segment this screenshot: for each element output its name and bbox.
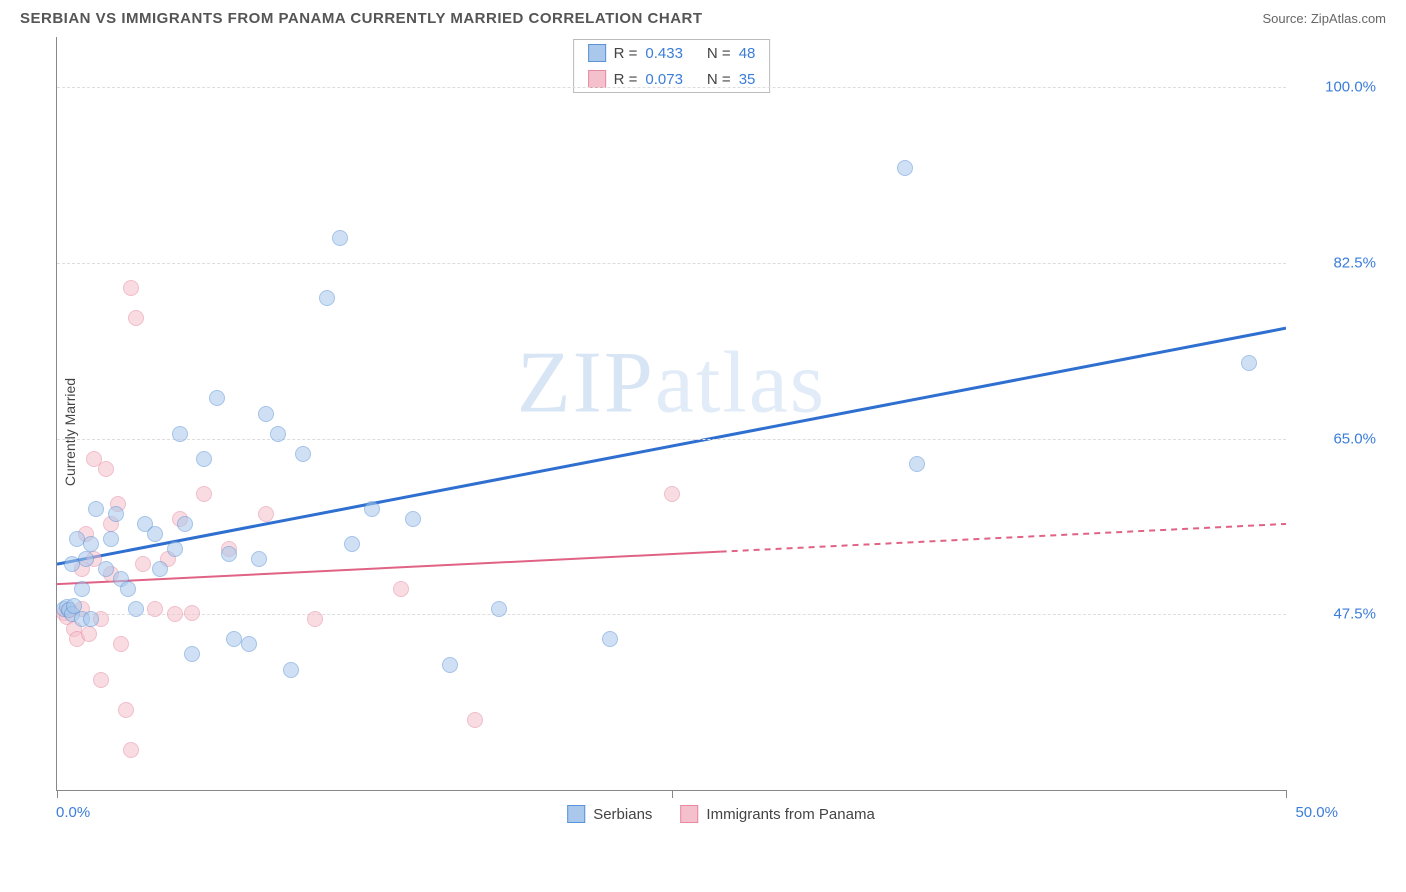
- point-panama: [118, 702, 134, 718]
- gridline-h: [57, 87, 1286, 88]
- x-tick: [672, 790, 673, 798]
- point-serbians: [69, 531, 85, 547]
- legend-n-value-2: 35: [739, 71, 756, 88]
- y-tick-label: 100.0%: [1296, 79, 1376, 96]
- point-serbians: [64, 556, 80, 572]
- point-panama: [81, 626, 97, 642]
- point-panama: [113, 636, 129, 652]
- point-panama: [307, 611, 323, 627]
- point-panama: [128, 310, 144, 326]
- legend-n-label: N =: [707, 71, 731, 88]
- y-tick-label: 47.5%: [1296, 606, 1376, 623]
- gridline-h: [57, 439, 1286, 440]
- point-serbians: [909, 456, 925, 472]
- x-tick-label-max: 50.0%: [1295, 804, 1338, 821]
- point-serbians: [897, 160, 913, 176]
- point-panama: [467, 712, 483, 728]
- watermark-thin: atlas: [655, 335, 826, 432]
- point-serbians: [103, 531, 119, 547]
- point-serbians: [98, 561, 114, 577]
- chart-title: SERBIAN VS IMMIGRANTS FROM PANAMA CURREN…: [20, 10, 703, 27]
- gridline-h: [57, 614, 1286, 615]
- legend-n-label: N =: [707, 45, 731, 62]
- legend-stats-row-1: R = 0.433 N = 48: [574, 40, 770, 66]
- legend-item-panama: Immigrants from Panama: [680, 805, 874, 823]
- point-serbians: [295, 446, 311, 462]
- point-panama: [196, 486, 212, 502]
- point-panama: [664, 486, 680, 502]
- point-serbians: [442, 657, 458, 673]
- y-tick-label: 82.5%: [1296, 254, 1376, 271]
- legend-label: Immigrants from Panama: [706, 806, 874, 823]
- chart-container: Currently Married ZIPatlas R = 0.433 N =…: [56, 37, 1386, 827]
- legend-item-serbians: Serbians: [567, 805, 652, 823]
- point-panama: [123, 742, 139, 758]
- point-serbians: [270, 426, 286, 442]
- point-serbians: [364, 501, 380, 517]
- point-panama: [393, 581, 409, 597]
- point-panama: [147, 601, 163, 617]
- point-serbians: [344, 536, 360, 552]
- point-panama: [258, 506, 274, 522]
- point-serbians: [74, 581, 90, 597]
- x-tick-label-min: 0.0%: [56, 804, 90, 821]
- watermark-bold: ZIP: [517, 335, 655, 432]
- point-serbians: [83, 536, 99, 552]
- legend-stats: R = 0.433 N = 48 R = 0.073 N = 35: [573, 39, 771, 93]
- point-serbians: [319, 290, 335, 306]
- legend-swatch-icon: [680, 805, 698, 823]
- point-panama: [135, 556, 151, 572]
- point-serbians: [120, 581, 136, 597]
- point-serbians: [177, 516, 193, 532]
- legend-r-label: R =: [614, 71, 638, 88]
- point-serbians: [1241, 355, 1257, 371]
- x-tick: [1286, 790, 1287, 798]
- legend-swatch-panama: [588, 70, 606, 88]
- point-serbians: [88, 501, 104, 517]
- point-serbians: [491, 601, 507, 617]
- point-serbians: [108, 506, 124, 522]
- legend-r-label: R =: [614, 45, 638, 62]
- point-serbians: [147, 526, 163, 542]
- point-serbians: [405, 511, 421, 527]
- point-serbians: [332, 230, 348, 246]
- legend-series: Serbians Immigrants from Panama: [567, 805, 875, 823]
- legend-r-value-1: 0.433: [645, 45, 683, 62]
- point-serbians: [83, 611, 99, 627]
- legend-n-value-1: 48: [739, 45, 756, 62]
- point-serbians: [172, 426, 188, 442]
- trend-lines-svg: [57, 37, 1286, 790]
- point-serbians: [128, 601, 144, 617]
- legend-swatch-icon: [567, 805, 585, 823]
- legend-r-value-2: 0.073: [645, 71, 683, 88]
- point-serbians: [78, 551, 94, 567]
- legend-swatch-serbians: [588, 44, 606, 62]
- watermark: ZIPatlas: [517, 333, 826, 434]
- point-serbians: [602, 631, 618, 647]
- point-serbians: [241, 636, 257, 652]
- y-tick-label: 65.0%: [1296, 430, 1376, 447]
- point-serbians: [226, 631, 242, 647]
- point-serbians: [251, 551, 267, 567]
- x-tick: [57, 790, 58, 798]
- point-serbians: [221, 546, 237, 562]
- point-serbians: [196, 451, 212, 467]
- point-panama: [123, 280, 139, 296]
- point-serbians: [283, 662, 299, 678]
- point-panama: [167, 606, 183, 622]
- plot-area: ZIPatlas R = 0.433 N = 48 R = 0.073 N = …: [56, 37, 1286, 791]
- legend-label: Serbians: [593, 806, 652, 823]
- point-serbians: [167, 541, 183, 557]
- point-serbians: [258, 406, 274, 422]
- point-serbians: [152, 561, 168, 577]
- point-serbians: [209, 390, 225, 406]
- point-panama: [98, 461, 114, 477]
- source-attribution: Source: ZipAtlas.com: [1262, 11, 1386, 26]
- point-panama: [184, 605, 200, 621]
- point-panama: [93, 672, 109, 688]
- point-serbians: [184, 646, 200, 662]
- gridline-h: [57, 263, 1286, 264]
